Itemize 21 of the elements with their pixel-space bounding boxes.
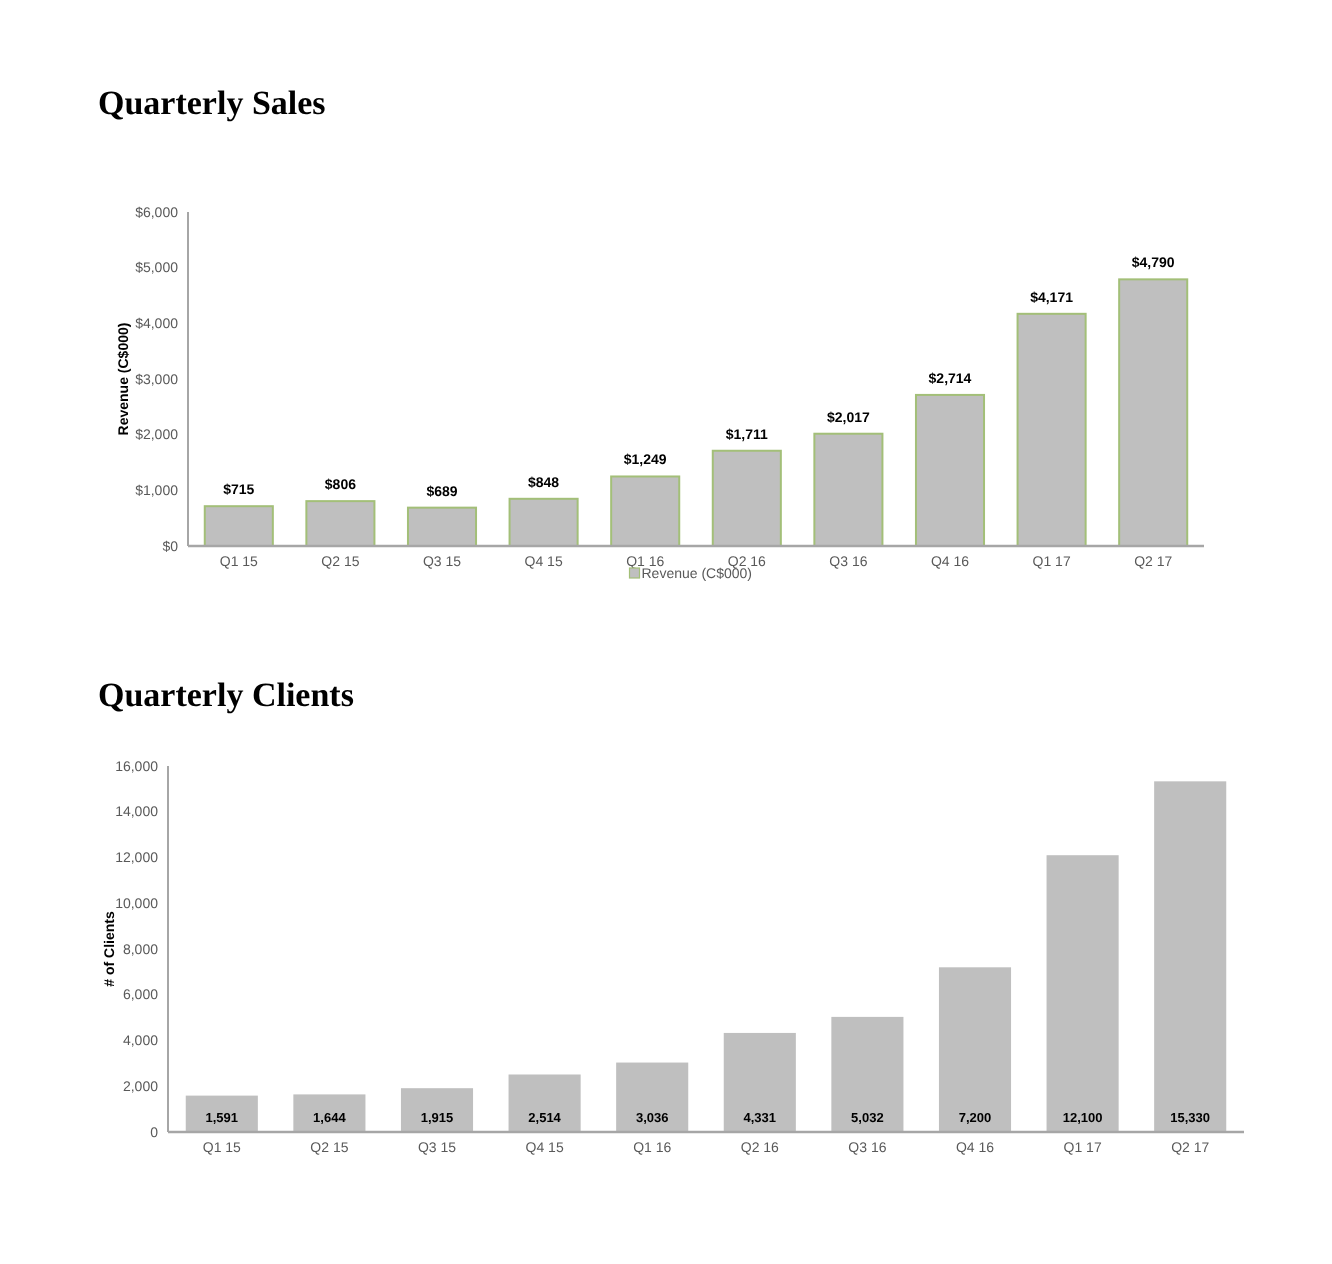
bar xyxy=(914,393,986,547)
bar xyxy=(711,449,782,547)
bar xyxy=(400,1088,474,1132)
bar xyxy=(723,1032,796,1132)
bar xyxy=(305,500,376,547)
bar xyxy=(293,1094,366,1132)
bar xyxy=(508,497,579,547)
bar xyxy=(508,1074,581,1132)
bar xyxy=(616,1062,689,1132)
bar xyxy=(1016,312,1087,547)
bar xyxy=(610,475,681,547)
chart-title: Quarterly Sales xyxy=(98,84,327,122)
bar xyxy=(1046,855,1119,1132)
bar xyxy=(938,967,1012,1132)
bar xyxy=(203,505,274,547)
bar xyxy=(813,432,884,547)
bar xyxy=(406,506,478,547)
bar xyxy=(1154,781,1227,1132)
chart-title: Quarterly Clients xyxy=(98,676,355,714)
bar xyxy=(1118,278,1189,547)
bar xyxy=(831,1016,904,1132)
